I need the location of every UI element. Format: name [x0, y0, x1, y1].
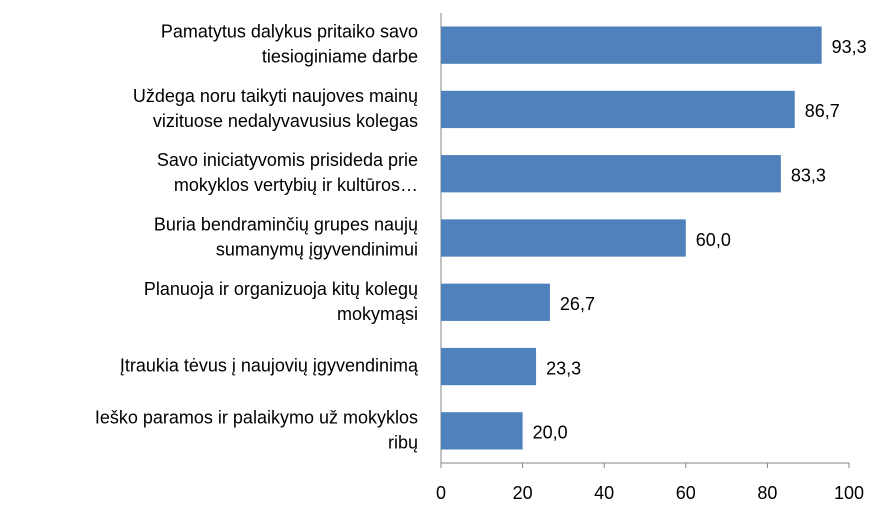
category-label: Ieško paramos ir palaikymo už mokyklos ri… [95, 407, 418, 452]
category-label: Buria bendraminčių grupes naujų sumanymų … [154, 214, 418, 259]
x-tick-label: 100 [834, 483, 864, 503]
category-label: Uždega noru taikyti naujoves mainų vizitu… [133, 86, 418, 131]
data-label: 83,3 [791, 165, 826, 185]
x-tick-label: 80 [757, 483, 777, 503]
bar [441, 412, 523, 450]
bar [441, 90, 795, 129]
x-tick-label: 0 [436, 483, 446, 503]
data-label: 26,7 [560, 294, 595, 314]
bar [441, 155, 781, 193]
data-label: 20,0 [533, 423, 568, 443]
category-label: Planuoja ir organizuoja kitų kolegų mokym… [144, 279, 418, 324]
data-label: 93,3 [832, 37, 867, 57]
bar [441, 283, 550, 321]
category-label: Pamatytus dalykus pritaiko savo tiesiogin… [161, 21, 418, 66]
category-label: Savo iniciatyvomis prisideda prie mokyklo… [157, 150, 418, 195]
data-label: 60,0 [696, 230, 731, 250]
category-label: Įtraukia tėvus į naujovių įgyvendinimą [120, 355, 419, 375]
data-label: 86,7 [805, 101, 840, 121]
bar [441, 347, 537, 386]
x-tick-label: 20 [513, 483, 533, 503]
data-label: 23,3 [546, 358, 581, 378]
x-tick-label: 60 [676, 483, 696, 503]
x-tick-label: 40 [594, 483, 614, 503]
bar [441, 26, 822, 64]
bar [441, 219, 686, 257]
